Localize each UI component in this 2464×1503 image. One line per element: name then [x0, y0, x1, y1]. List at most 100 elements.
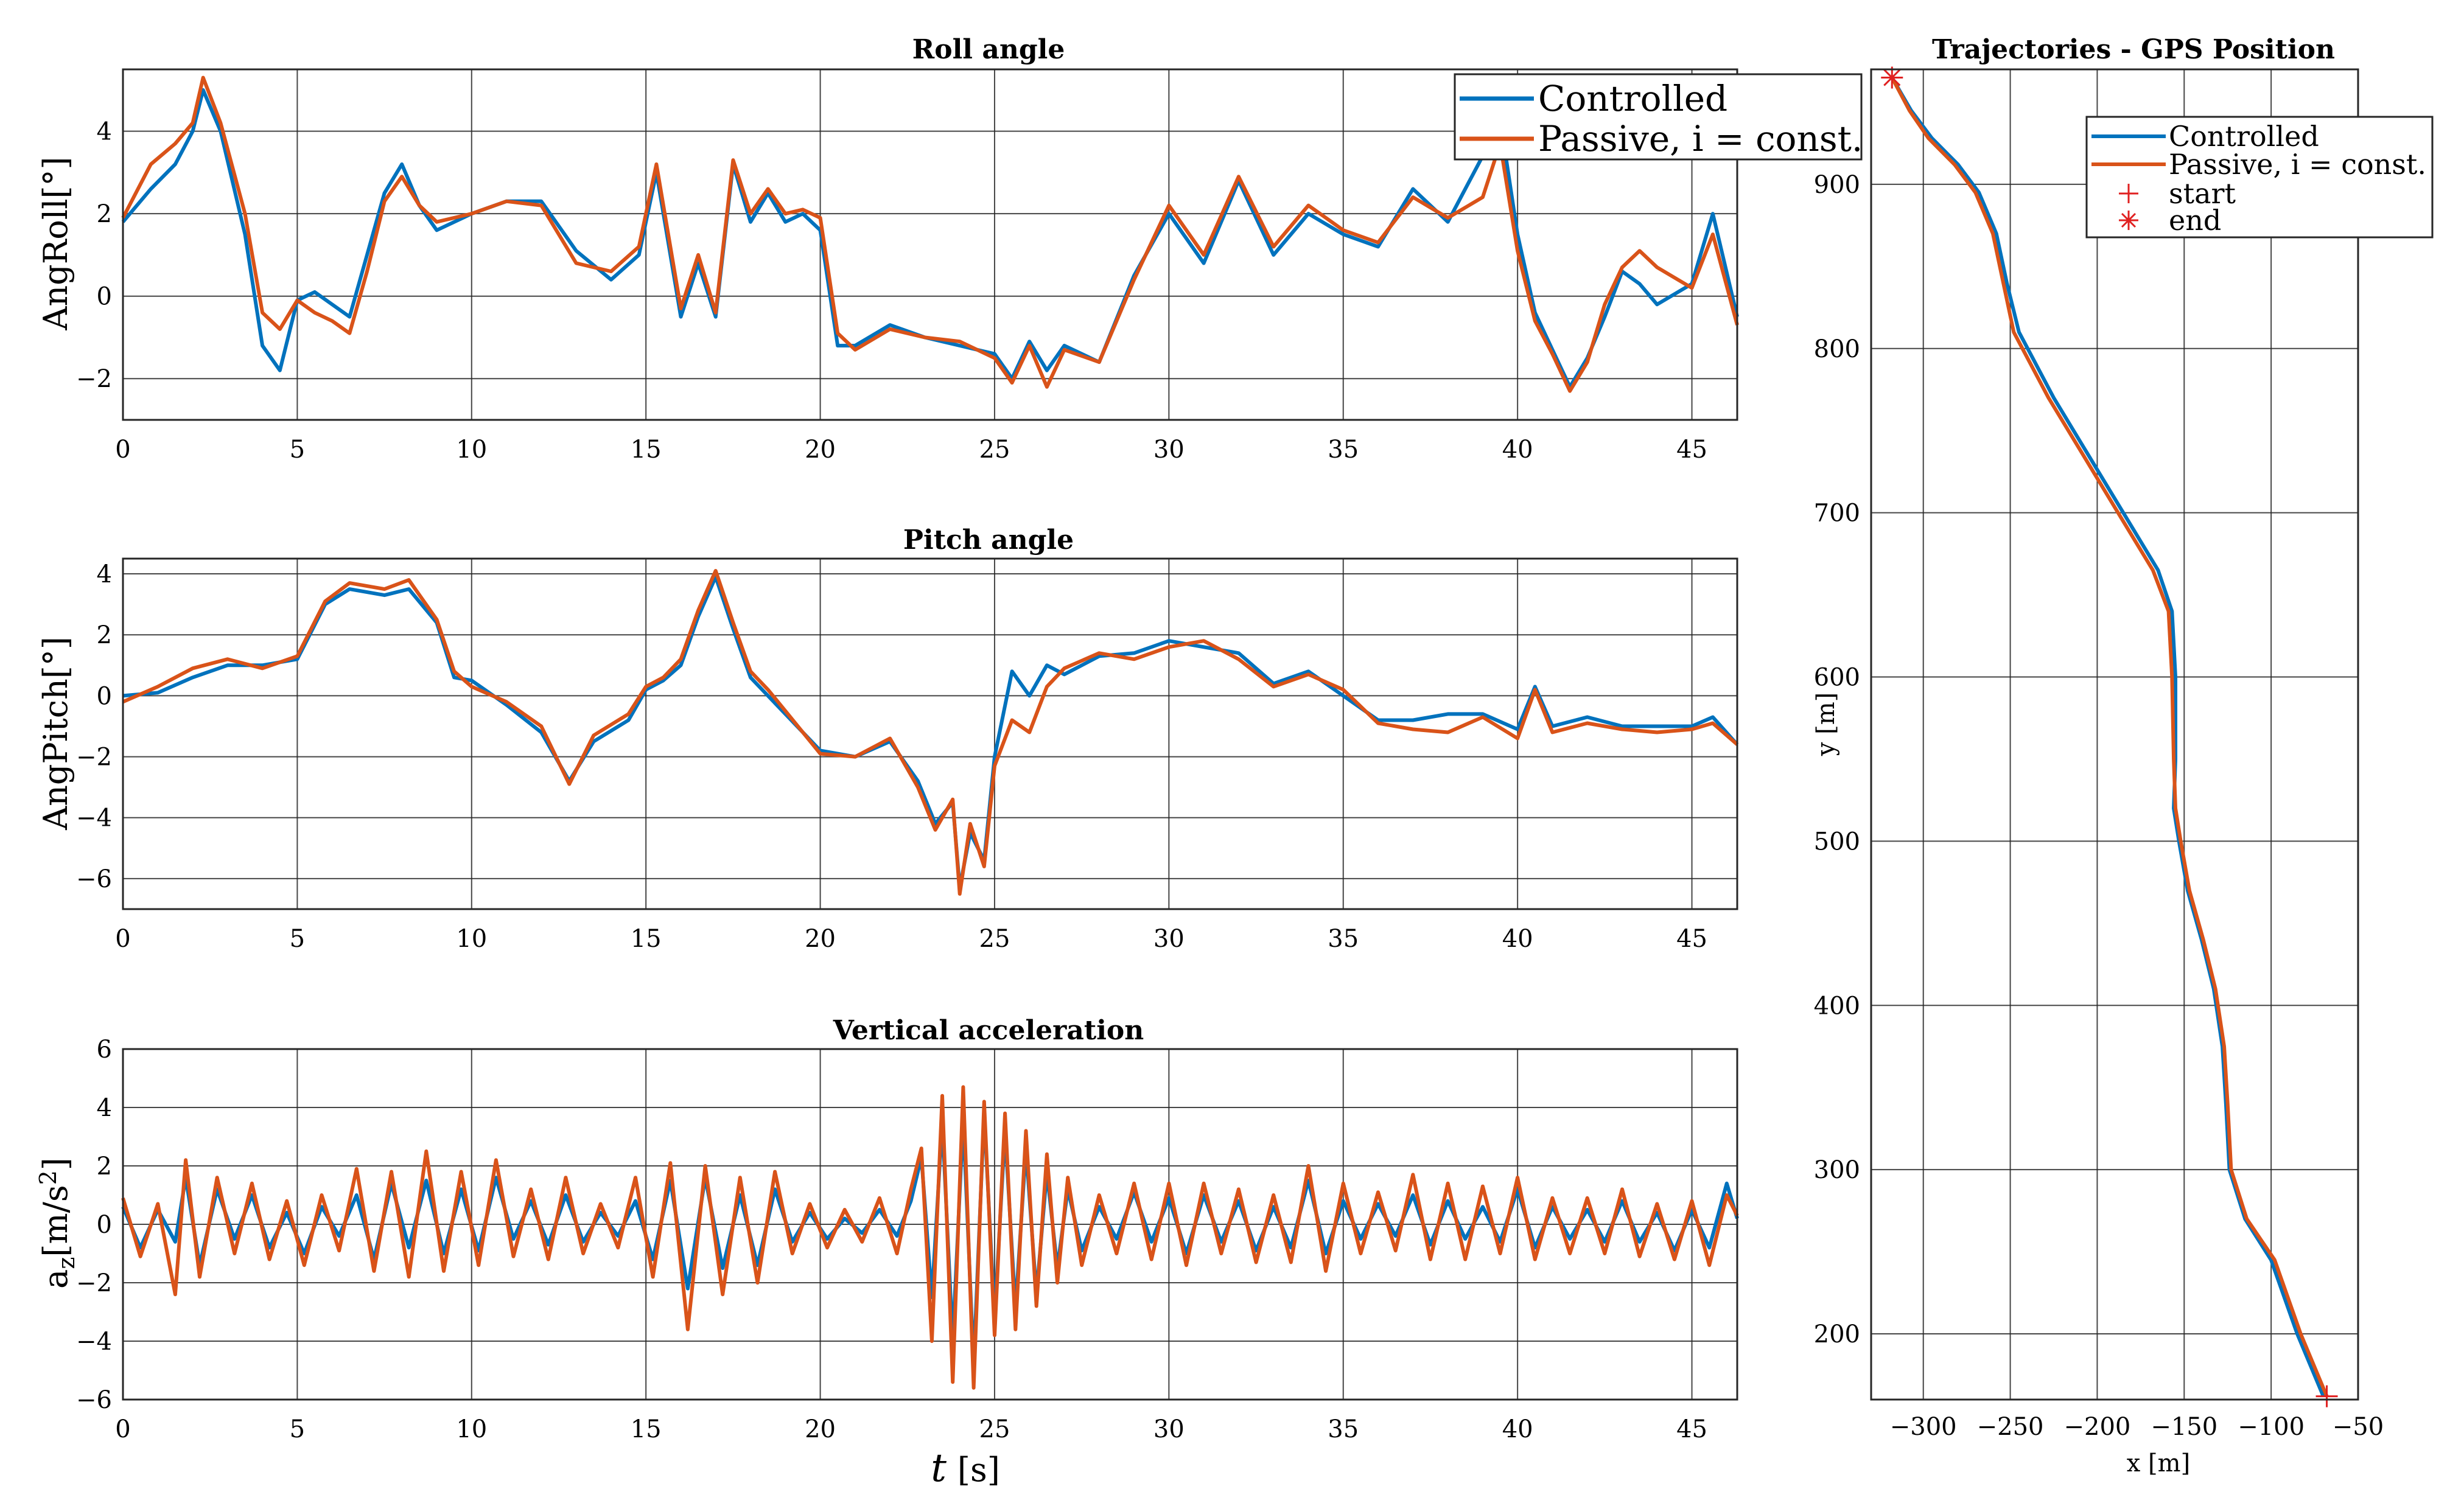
- roll-angle-chart: Roll angle AngRoll[°] 0 5 10 15 20 25 30 35 40 45…: [37, 34, 1863, 464]
- time-axis-label: t [s]: [931, 1446, 1000, 1491]
- time-axis-unit: [s]: [957, 1451, 1000, 1489]
- traj-legend-end-marker-icon: [2119, 211, 2138, 230]
- vacc-x-tick-label: 40: [1502, 1415, 1533, 1443]
- vacc-x-tick-label: 30: [1153, 1415, 1185, 1443]
- roll-x-tick-label: 45: [1676, 436, 1707, 464]
- vacc-chart-title: Vertical acceleration: [833, 1015, 1144, 1046]
- vacc-x-tick-label: 15: [631, 1415, 662, 1443]
- roll-y-axis-label: AngRoll[°]: [37, 156, 75, 330]
- traj-x-tick-label: −150: [2151, 1413, 2217, 1441]
- traj-series-passive: [1890, 77, 2329, 1397]
- roll-x-tick-label: 30: [1153, 436, 1185, 464]
- vacc-series-group: [121, 1085, 1739, 1390]
- traj-x-tick-label: −250: [1977, 1413, 2044, 1441]
- pitch-axes-box: [122, 557, 1738, 910]
- traj-y-tick-label: 900: [1814, 171, 1860, 199]
- vacc-y-tick-label: 0: [97, 1211, 112, 1239]
- pitch-y-axis-label: AngPitch[°]: [37, 636, 75, 831]
- pitch-y-tick-label: 0: [97, 682, 112, 710]
- traj-legend-label-controlled: Controlled: [2169, 120, 2319, 153]
- pitch-x-tick-label: 20: [805, 925, 836, 953]
- vacc-x-tick-label: 25: [979, 1415, 1010, 1443]
- vacc-x-tick-label: 35: [1328, 1415, 1359, 1443]
- pitch-series-group: [122, 569, 1739, 896]
- roll-x-tick-label: 10: [456, 436, 487, 464]
- roll-y-tick-label: −2: [76, 365, 112, 393]
- traj-chart-title: Trajectories - GPS Position: [1932, 34, 2335, 65]
- vertical-acceleration-chart: Vertical acceleration az[m/s2] t [s] 0 5 10…: [35, 1015, 1739, 1491]
- traj-series-group: [1890, 76, 2329, 1397]
- vacc-ylabel-end: ]: [37, 1157, 75, 1170]
- vacc-y-tick-label: 4: [97, 1094, 112, 1122]
- traj-y-tick-label: 600: [1814, 664, 1860, 692]
- roll-series-group: [121, 75, 1739, 393]
- vacc-series-passive: [121, 1085, 1739, 1390]
- traj-legend-label-end: end: [2169, 204, 2221, 237]
- traj-x-tick-label: −50: [2333, 1413, 2384, 1441]
- traj-y-tick-label: 200: [1814, 1320, 1860, 1348]
- pitch-grid: [122, 559, 1737, 909]
- pitch-x-tick-label: 0: [115, 925, 130, 953]
- vacc-x-tick-label: 45: [1676, 1415, 1707, 1443]
- vacc-x-tick-label: 10: [456, 1415, 487, 1443]
- roll-legend-label-controlled: Controlled: [1538, 78, 1727, 119]
- vacc-ylabel-main: a: [37, 1269, 75, 1289]
- traj-x-tick-label: −100: [2238, 1413, 2305, 1441]
- roll-series-passive: [121, 75, 1739, 393]
- pitch-y-tick-label: −6: [76, 865, 112, 893]
- roll-chart-title: Roll angle: [912, 34, 1065, 65]
- vacc-ylabel-sub: z: [53, 1257, 80, 1269]
- vacc-y-axis-label: az[m/s2]: [35, 1157, 80, 1289]
- pitch-y-tick-label: 4: [97, 560, 112, 588]
- roll-x-tick-label: 15: [631, 436, 662, 464]
- pitch-y-tick-label: −2: [76, 744, 112, 772]
- traj-series-controlled: [1890, 76, 2325, 1397]
- traj-y-tick-label: 400: [1814, 992, 1860, 1020]
- pitch-x-tick-label: 40: [1502, 925, 1533, 953]
- traj-y-tick-label: 300: [1814, 1156, 1860, 1184]
- vacc-x-tick-label: 5: [290, 1415, 305, 1443]
- vacc-ylabel-sup: 2: [35, 1170, 61, 1185]
- pitch-x-tick-label: 15: [631, 925, 662, 953]
- pitch-x-tick-label: 10: [456, 925, 487, 953]
- roll-x-tick-label: 25: [979, 436, 1010, 464]
- roll-x-tick-label: 40: [1502, 436, 1533, 464]
- traj-legend: Controlled Passive, i = const. start end: [2085, 116, 2434, 239]
- vacc-x-tick-label: 0: [115, 1415, 130, 1443]
- roll-series-controlled: [121, 88, 1739, 389]
- pitch-y-tick-label: −4: [76, 804, 112, 832]
- vacc-ylabel-unit: [m/s: [37, 1185, 75, 1257]
- traj-x-axis-label: x [m]: [2127, 1449, 2190, 1477]
- traj-axes-box: [1870, 68, 2359, 1401]
- vacc-y-tick-label: 2: [97, 1153, 112, 1180]
- traj-x-tick-label: −200: [2063, 1413, 2130, 1441]
- traj-y-tick-label: 500: [1814, 828, 1860, 856]
- traj-x-tick-label: −300: [1890, 1413, 1957, 1441]
- roll-x-tick-label: 35: [1328, 436, 1359, 464]
- vacc-axes-box: [122, 1048, 1738, 1401]
- roll-x-tick-label: 20: [805, 436, 836, 464]
- roll-y-tick-label: 0: [97, 283, 112, 311]
- pitch-angle-chart: Pitch angle AngPitch[°] 0 5 10 15 20 25 30 35 40…: [37, 525, 1739, 953]
- pitch-series-controlled: [122, 575, 1739, 890]
- pitch-x-tick-label: 45: [1676, 925, 1707, 953]
- pitch-x-tick-label: 30: [1153, 925, 1185, 953]
- roll-legend-box: [1454, 73, 1863, 161]
- traj-legend-label-start: start: [2169, 177, 2236, 210]
- roll-legend-label-passive: Passive, i = const.: [1538, 118, 1863, 159]
- trajectory-chart: Trajectories - GPS Position x [m] y [m] …: [1812, 34, 2434, 1477]
- traj-y-axis-label: y [m]: [1812, 692, 1840, 756]
- traj-y-tick-label: 800: [1814, 335, 1860, 363]
- traj-legend-label-passive: Passive, i = const.: [2169, 148, 2426, 181]
- pitch-chart-title: Pitch angle: [903, 525, 1074, 556]
- time-axis-symbol: t: [931, 1446, 947, 1491]
- roll-y-tick-label: 2: [97, 200, 112, 228]
- vacc-y-tick-label: 6: [97, 1036, 112, 1064]
- pitch-x-tick-label: 25: [979, 925, 1010, 953]
- pitch-series-passive: [122, 569, 1738, 896]
- vacc-y-tick-label: −2: [76, 1269, 112, 1297]
- roll-legend: Controlled Passive, i = const.: [1454, 73, 1863, 161]
- vacc-y-tick-label: −6: [76, 1386, 112, 1414]
- traj-grid: [1871, 69, 2359, 1400]
